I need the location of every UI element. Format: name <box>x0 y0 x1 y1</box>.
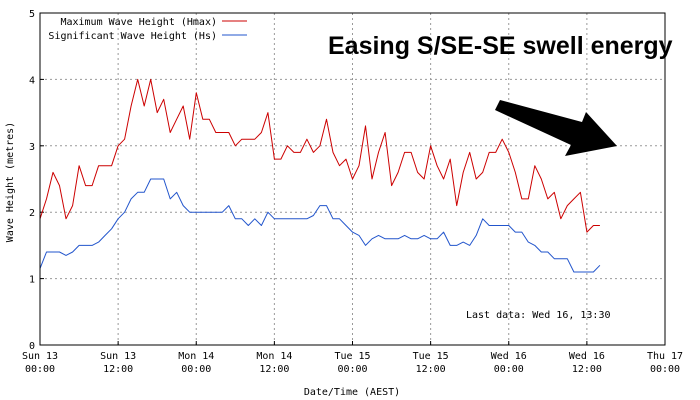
x-tick-label-time-7: 12:00 <box>572 364 602 375</box>
x-tick-label-day-2: Mon 14 <box>178 351 214 362</box>
x-tick-label-time-2: 00:00 <box>181 364 211 375</box>
plot-frame <box>39 12 666 346</box>
y-tick-label-3: 3 <box>29 142 35 153</box>
y-tick-label-0: 0 <box>29 341 35 352</box>
x-tick-label-day-4: Tue 15 <box>334 351 370 362</box>
y-tick-label-5: 5 <box>29 9 35 20</box>
y-axis-title: Wave Height (metres) <box>5 122 16 242</box>
y-tick-label-2: 2 <box>29 208 35 219</box>
x-tick-labels: Sun 13 00:00 Sun 13 12:00 Mon 14 00:00 Mon 14 1… <box>22 341 683 375</box>
legend-label-hmax: Maximum Wave Height (Hmax) <box>60 17 217 28</box>
series-line-hmax <box>39 78 600 233</box>
x-tick-label-time-5: 12:00 <box>416 364 446 375</box>
y-tick-labels: 0 1 2 3 4 5 <box>29 9 44 352</box>
series-line-hs <box>39 178 601 273</box>
legend: Maximum Wave Height (Hmax) Significant W… <box>48 17 247 42</box>
last-data-label: Last data: Wed 16, 13:30 <box>466 310 611 321</box>
x-tick-label-day-8: Thu 17 <box>647 351 683 362</box>
x-tick-label-day-6: Wed 16 <box>491 351 527 362</box>
x-tick-label-time-0: 00:00 <box>25 364 55 375</box>
x-tick-label-time-3: 12:00 <box>259 364 289 375</box>
series-lines <box>39 78 601 273</box>
x-tick-label-time-1: 12:00 <box>103 364 133 375</box>
arrow-annotation <box>495 100 617 156</box>
x-tick-label-time-6: 00:00 <box>494 364 524 375</box>
x-tick-label-day-7: Wed 16 <box>569 351 605 362</box>
x-tick-label-day-0: Sun 13 <box>22 351 58 362</box>
x-tick-label-day-5: Tue 15 <box>413 351 449 362</box>
y-tick-label-4: 4 <box>29 75 35 86</box>
grid-lines <box>40 13 665 345</box>
arrow-icon <box>495 100 617 156</box>
headline-annotation: Easing S/SE-SE swell energy <box>328 32 673 60</box>
x-tick-label-day-3: Mon 14 <box>256 351 292 362</box>
y-tick-label-1: 1 <box>29 275 35 286</box>
x-tick-label-time-8: 00:00 <box>650 364 680 375</box>
x-tick-label-time-4: 00:00 <box>337 364 367 375</box>
legend-label-hs: Significant Wave Height (Hs) <box>48 31 217 42</box>
x-tick-label-day-1: Sun 13 <box>100 351 136 362</box>
x-axis-title: Date/Time (AEST) <box>304 387 400 398</box>
